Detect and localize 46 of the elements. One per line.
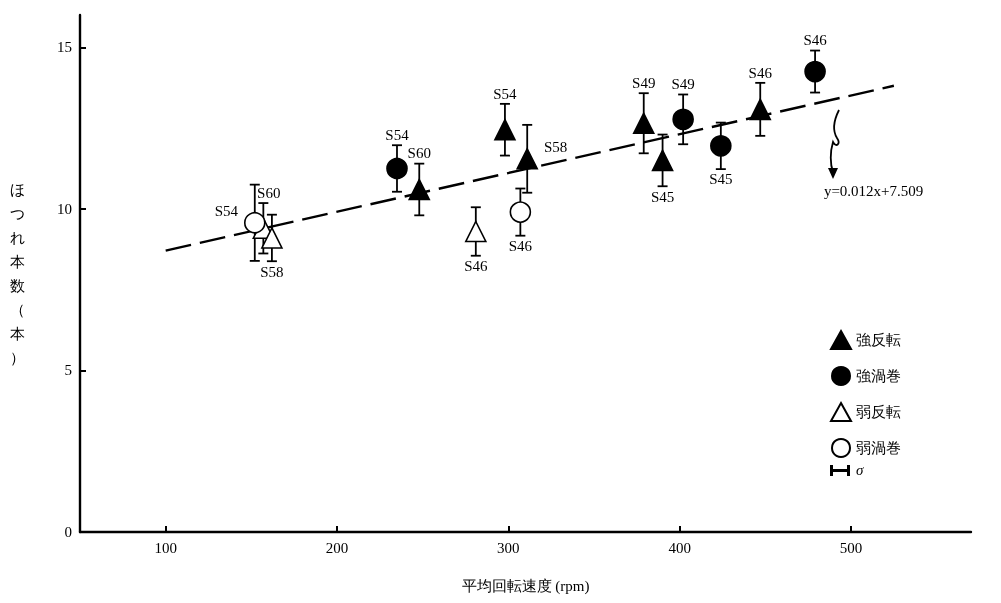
- y-tick-label: 10: [57, 200, 72, 217]
- data-label: S46: [803, 32, 828, 49]
- x-axis-title: 平均回転速度 (rpm): [461, 578, 590, 595]
- x-tick-label: 100: [154, 539, 177, 556]
- legend-label: 強渦巻: [856, 368, 901, 384]
- data-label: S46: [508, 238, 533, 255]
- point: [465, 220, 487, 243]
- point: [386, 157, 408, 180]
- point: [494, 118, 516, 141]
- data-label: S49: [671, 76, 695, 93]
- y-tick-label: 15: [57, 39, 72, 56]
- point: [710, 135, 732, 157]
- data-label: S58: [544, 138, 568, 155]
- data-label: S60: [407, 145, 431, 162]
- x-tick-label: 200: [325, 539, 349, 556]
- data-label: S54: [385, 126, 410, 143]
- data-label: S46: [464, 258, 488, 275]
- data-label: S60: [257, 184, 281, 201]
- y-tick-label: 0: [64, 524, 72, 540]
- data-label: S45: [709, 171, 733, 188]
- point: [509, 201, 532, 223]
- point: [651, 149, 674, 172]
- x-tick-label: 300: [497, 539, 520, 556]
- point: [243, 211, 266, 234]
- point: [261, 227, 283, 249]
- data-label: S54: [493, 85, 518, 102]
- y-tick-label: 5: [64, 362, 72, 379]
- legend-label: 強反転: [856, 332, 901, 348]
- legend-label: 弱渦巻: [856, 440, 901, 456]
- y-axis-title: ほつれ本数（本）: [10, 181, 25, 366]
- point: [516, 147, 539, 170]
- point: [632, 112, 655, 135]
- point: [804, 60, 826, 83]
- data-label: S45: [650, 188, 675, 205]
- x-tick-label: 500: [839, 539, 863, 556]
- data-label: S58: [260, 263, 284, 280]
- data-label: S54: [214, 202, 239, 219]
- annotation: y=0.012x+7.509: [823, 183, 924, 200]
- point: [408, 178, 431, 201]
- data-label: S46: [748, 64, 773, 81]
- data-label: S49: [632, 74, 656, 91]
- x-tick-label: 400: [668, 539, 691, 556]
- annotation: σ: [856, 461, 864, 478]
- point: [749, 98, 772, 121]
- legend-label: 弱反転: [856, 404, 901, 420]
- point: [672, 108, 694, 131]
